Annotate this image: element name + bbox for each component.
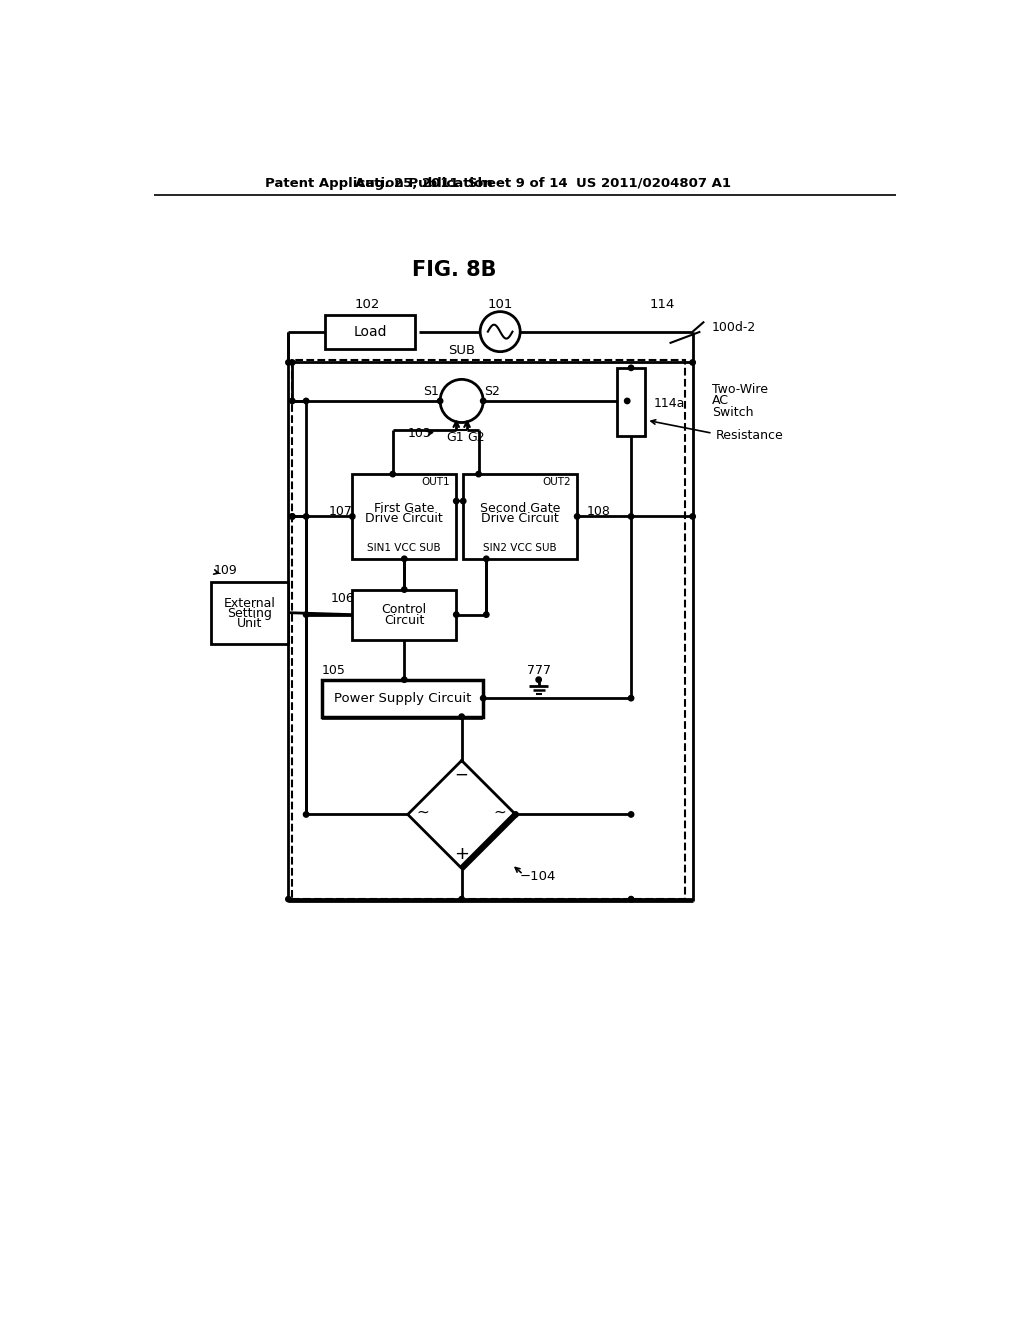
Circle shape [390, 471, 395, 477]
Text: 114a: 114a [654, 397, 685, 409]
Text: 109: 109 [214, 564, 238, 577]
Text: SIN1 VCC SUB: SIN1 VCC SUB [368, 543, 441, 553]
Text: 102: 102 [354, 298, 380, 312]
Text: Setting: Setting [227, 607, 272, 620]
Text: FIG. 8B: FIG. 8B [412, 260, 497, 280]
Circle shape [629, 896, 634, 902]
Circle shape [286, 360, 291, 366]
Text: Unit: Unit [238, 616, 262, 630]
Circle shape [290, 399, 295, 404]
Text: First Gate: First Gate [374, 502, 434, 515]
Circle shape [625, 399, 630, 404]
Text: Resistance: Resistance [716, 429, 783, 442]
Circle shape [459, 714, 464, 719]
Text: 100d-2: 100d-2 [712, 321, 756, 334]
Text: 105: 105 [322, 664, 345, 677]
Circle shape [401, 677, 407, 682]
Bar [352, 590, 457, 640]
Circle shape [437, 399, 442, 404]
Text: Circuit: Circuit [384, 614, 425, 627]
Circle shape [286, 896, 291, 902]
Circle shape [536, 677, 542, 682]
Text: SIN2 VCC SUB: SIN2 VCC SUB [483, 543, 557, 553]
Text: Load: Load [353, 325, 387, 339]
Circle shape [401, 587, 407, 593]
Text: S2: S2 [484, 385, 501, 399]
Circle shape [349, 513, 355, 519]
Text: 108: 108 [587, 504, 610, 517]
Text: Power Supply Circuit: Power Supply Circuit [334, 692, 471, 705]
Circle shape [690, 360, 695, 366]
Bar [617, 368, 645, 436]
Text: G2: G2 [468, 432, 485, 445]
Circle shape [480, 399, 486, 404]
Bar [211, 582, 289, 644]
Circle shape [690, 513, 695, 519]
Circle shape [513, 812, 518, 817]
Circle shape [629, 513, 634, 519]
Text: US 2011/0204807 A1: US 2011/0204807 A1 [577, 177, 731, 190]
Circle shape [454, 612, 459, 618]
Circle shape [303, 812, 309, 817]
Circle shape [480, 696, 486, 701]
Text: Control: Control [382, 603, 427, 615]
Circle shape [454, 499, 459, 504]
Text: Patent Application Publication: Patent Application Publication [265, 177, 494, 190]
Text: 107: 107 [329, 504, 352, 517]
Circle shape [303, 612, 309, 618]
Text: Aug. 25, 2011  Sheet 9 of 14: Aug. 25, 2011 Sheet 9 of 14 [355, 177, 568, 190]
Text: SUB: SUB [449, 345, 475, 358]
Text: 777: 777 [526, 664, 551, 677]
Circle shape [290, 513, 295, 519]
Circle shape [574, 513, 580, 519]
Text: OUT2: OUT2 [543, 477, 571, 487]
Text: 114: 114 [649, 298, 675, 312]
Circle shape [290, 360, 295, 366]
Text: Switch: Switch [712, 407, 754, 418]
Circle shape [461, 499, 466, 504]
Text: S1: S1 [423, 385, 439, 399]
Text: OUT1: OUT1 [422, 477, 451, 487]
Circle shape [440, 379, 483, 422]
Circle shape [629, 366, 634, 371]
Circle shape [459, 896, 464, 902]
Circle shape [290, 513, 295, 519]
Text: ~: ~ [417, 805, 429, 820]
Bar [292, 360, 685, 899]
Text: −104: −104 [519, 870, 556, 883]
Circle shape [401, 556, 407, 561]
Circle shape [303, 399, 309, 404]
Text: External: External [224, 597, 275, 610]
Text: Drive Circuit: Drive Circuit [481, 512, 559, 525]
Circle shape [629, 812, 634, 817]
Text: 103: 103 [408, 426, 431, 440]
Bar [322, 680, 483, 717]
Circle shape [629, 696, 634, 701]
Text: −: − [455, 766, 469, 783]
Circle shape [483, 556, 489, 561]
Text: Drive Circuit: Drive Circuit [366, 512, 443, 525]
Circle shape [480, 312, 520, 351]
Text: Two-Wire: Two-Wire [712, 383, 768, 396]
Text: 106: 106 [331, 593, 354, 606]
Bar [352, 474, 457, 558]
Bar [463, 474, 578, 558]
Text: 101: 101 [487, 298, 513, 312]
Bar [325, 314, 416, 348]
Circle shape [476, 471, 481, 477]
Text: G1: G1 [445, 432, 464, 445]
Text: ~: ~ [494, 805, 507, 820]
Text: AC: AC [712, 395, 729, 408]
Text: +: + [455, 846, 469, 863]
Circle shape [303, 513, 309, 519]
Circle shape [483, 612, 489, 618]
Text: Second Gate: Second Gate [480, 502, 560, 515]
